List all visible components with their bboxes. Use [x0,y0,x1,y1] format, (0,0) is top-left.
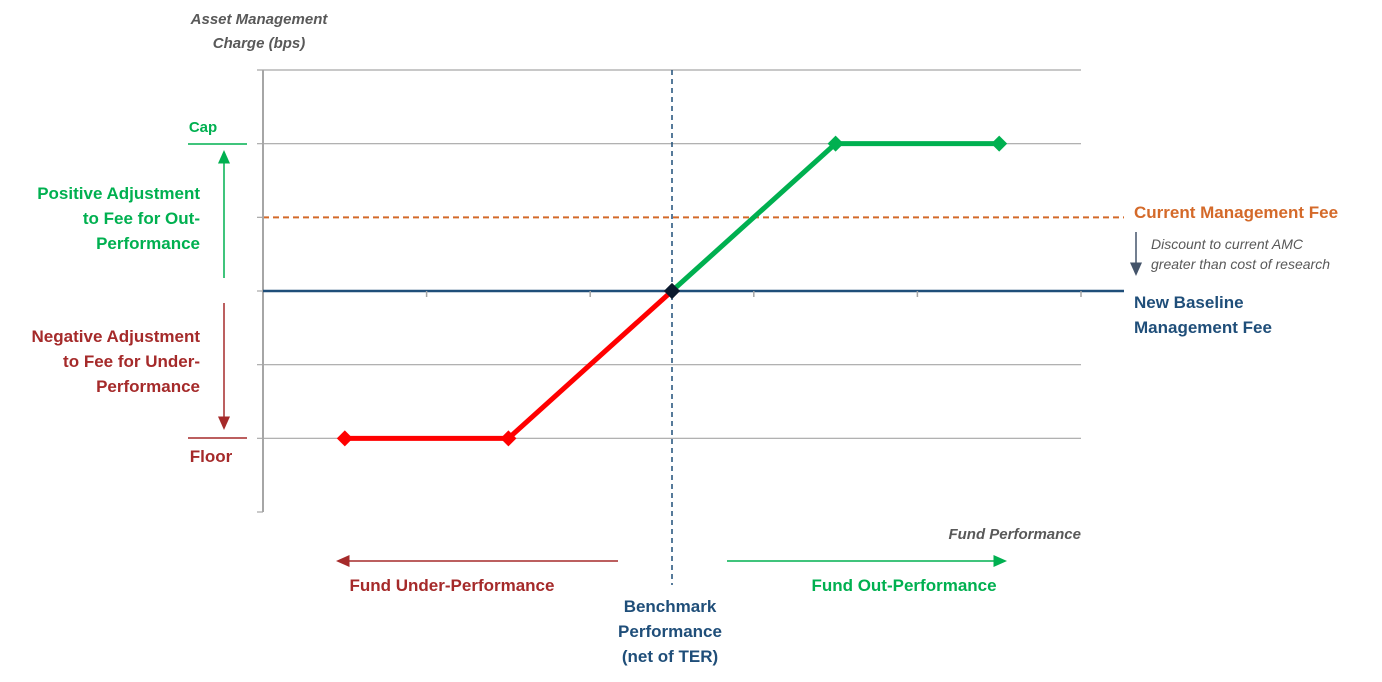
benchmark-label-line1: Benchmark [624,597,717,616]
positive-label-line2: to Fee for Out- [83,209,200,228]
point-markers [336,135,1008,447]
discount-label-line2: greater than cost of research [1151,256,1330,272]
out-performance-label: Fund Out-Performance [811,576,996,595]
benchmark-label-line2: Performance [618,622,722,641]
under-performance-label: Fund Under-Performance [350,576,555,595]
data-point-marker [500,430,517,447]
negative-label-line1: Negative Adjustment [32,327,201,346]
cap-label: Cap [189,119,217,136]
new-baseline-label-line2: Management Fee [1134,318,1272,337]
benchmark-label-line3: (net of TER) [622,647,718,666]
negative-label-line2: to Fee for Under- [63,352,200,371]
data-point-marker [827,135,844,152]
positive-label-line3: Performance [96,234,200,253]
floor-label: Floor [190,447,233,466]
gridlines [257,69,1124,439]
y-axis-title-line1: Asset Management [190,11,329,28]
data-point-marker [991,135,1008,152]
axes [257,70,1124,585]
data-point-marker [664,283,680,299]
discount-label-line1: Discount to current AMC [1151,236,1304,252]
new-baseline-label-line1: New Baseline [1134,293,1244,312]
positive-label-line1: Positive Adjustment [37,184,200,203]
x-axis-title: Fund Performance [948,526,1081,543]
current-fee-label: Current Management Fee [1134,203,1338,222]
data-point-marker [336,430,353,447]
y-axis-title-line2: Charge (bps) [213,35,306,52]
negative-label-line3: Performance [96,377,200,396]
